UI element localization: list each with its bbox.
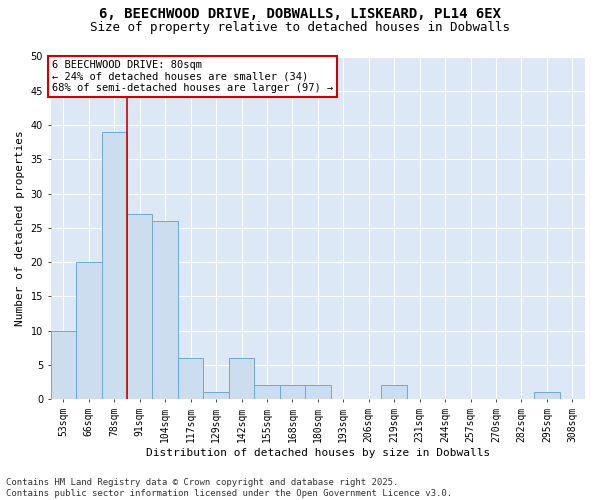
Bar — [101, 132, 127, 399]
Bar — [178, 358, 203, 399]
Bar — [229, 358, 254, 399]
Text: 6 BEECHWOOD DRIVE: 80sqm
← 24% of detached houses are smaller (34)
68% of semi-d: 6 BEECHWOOD DRIVE: 80sqm ← 24% of detach… — [52, 60, 333, 93]
Bar — [76, 262, 101, 399]
Bar — [203, 392, 229, 399]
Text: Contains HM Land Registry data © Crown copyright and database right 2025.
Contai: Contains HM Land Registry data © Crown c… — [6, 478, 452, 498]
X-axis label: Distribution of detached houses by size in Dobwalls: Distribution of detached houses by size … — [146, 448, 490, 458]
Y-axis label: Number of detached properties: Number of detached properties — [15, 130, 25, 326]
Bar — [382, 386, 407, 399]
Bar — [534, 392, 560, 399]
Bar — [50, 330, 76, 399]
Bar — [254, 386, 280, 399]
Bar — [152, 221, 178, 399]
Bar — [305, 386, 331, 399]
Text: 6, BEECHWOOD DRIVE, DOBWALLS, LISKEARD, PL14 6EX: 6, BEECHWOOD DRIVE, DOBWALLS, LISKEARD, … — [99, 8, 501, 22]
Bar — [127, 214, 152, 399]
Text: Size of property relative to detached houses in Dobwalls: Size of property relative to detached ho… — [90, 21, 510, 34]
Bar — [280, 386, 305, 399]
